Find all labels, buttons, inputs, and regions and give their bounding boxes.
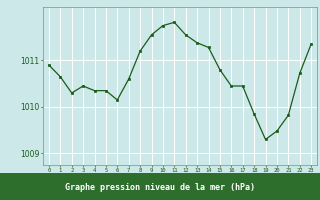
Text: Graphe pression niveau de la mer (hPa): Graphe pression niveau de la mer (hPa) bbox=[65, 183, 255, 192]
